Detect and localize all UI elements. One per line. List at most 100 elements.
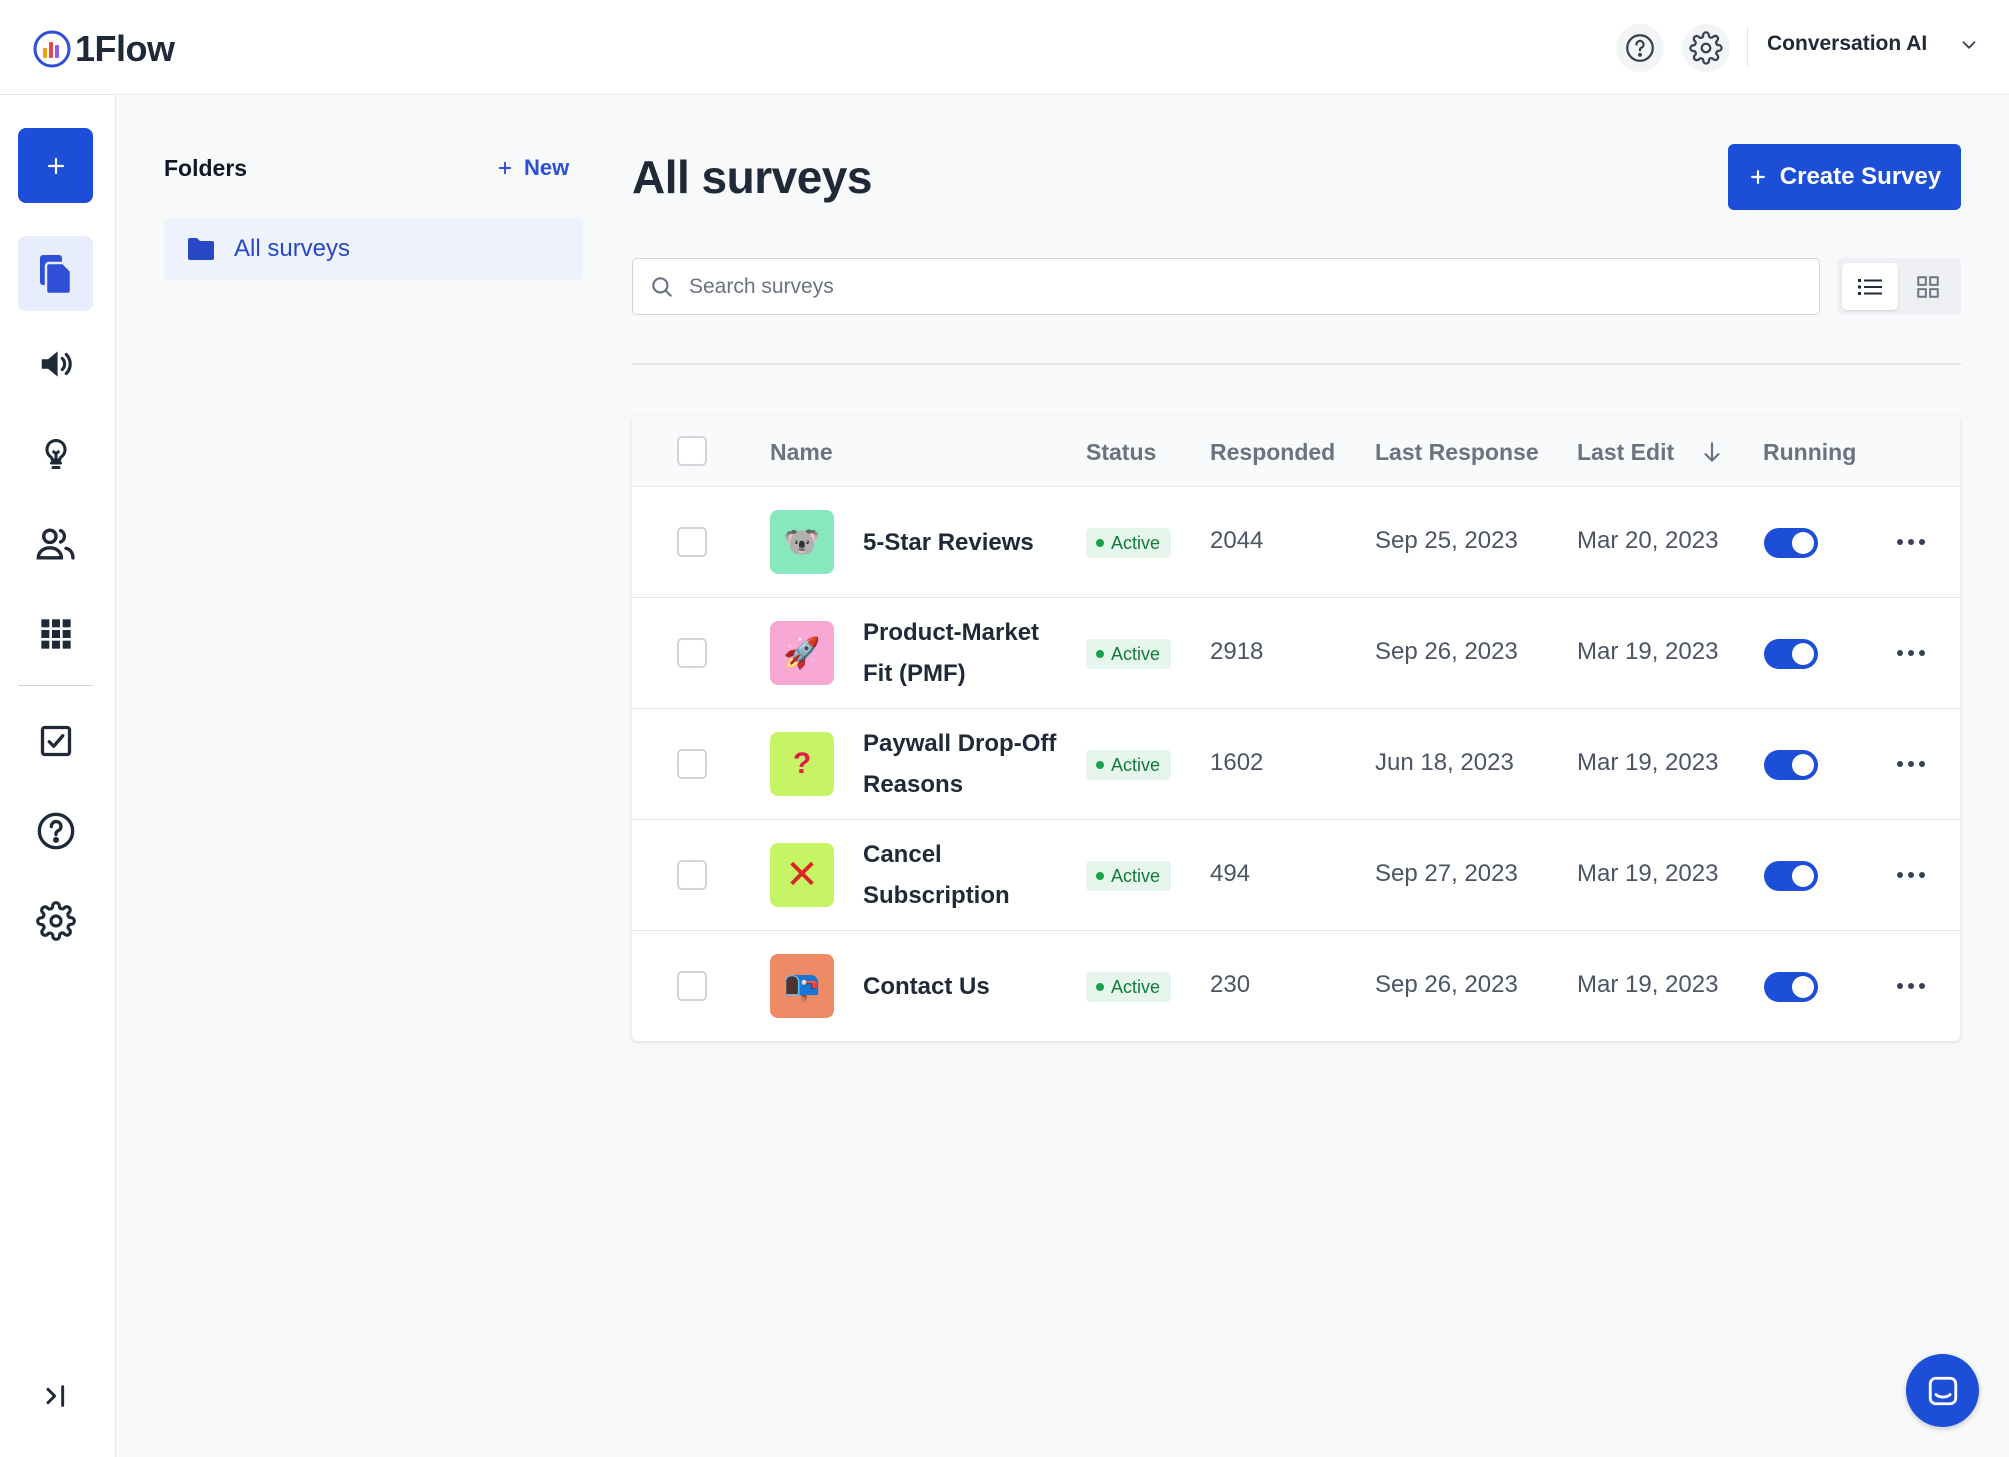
plus-icon xyxy=(1750,170,1765,184)
app-logo[interactable]: 1Flow xyxy=(33,28,175,70)
create-new-button[interactable] xyxy=(18,128,93,203)
column-header-status[interactable]: Status xyxy=(1086,439,1157,465)
last-response-date: Sep 26, 2023 xyxy=(1375,638,1518,665)
survey-name[interactable]: Paywall Drop-Off Reasons xyxy=(863,730,1057,798)
sidebar-item-announcements[interactable] xyxy=(18,326,93,401)
row-checkbox[interactable] xyxy=(677,860,707,890)
chevron-down-icon[interactable] xyxy=(1958,34,1980,56)
row-checkbox[interactable] xyxy=(677,749,707,779)
top-bar: 1Flow Conversation AI xyxy=(0,0,2009,95)
help-icon xyxy=(1626,34,1654,62)
column-header-last-edit[interactable]: Last Edit xyxy=(1577,439,1675,465)
status-label: Active xyxy=(1111,643,1161,664)
more-options-icon[interactable] xyxy=(1897,531,1925,553)
table-row[interactable]: 🐨 5-Star Reviews Active 2044 Sep 25, 202… xyxy=(632,487,1960,598)
koala-emoji-icon: 🐨 xyxy=(783,525,821,559)
column-header-running[interactable]: Running xyxy=(1763,439,1857,465)
status-label: Active xyxy=(1111,532,1161,553)
toggle-knob xyxy=(1792,976,1814,998)
survey-avatar: 📭 xyxy=(770,954,834,1018)
toggle-knob xyxy=(1792,643,1814,665)
running-toggle[interactable] xyxy=(1764,750,1818,780)
status-label: Active xyxy=(1111,865,1161,886)
sidebar-item-help[interactable] xyxy=(18,793,93,868)
running-toggle[interactable] xyxy=(1764,528,1818,558)
status-dot xyxy=(1096,872,1104,880)
status-badge: Active xyxy=(1086,639,1172,669)
logo-mark-icon xyxy=(33,30,71,68)
search-box xyxy=(632,258,1820,315)
expand-sidebar-icon[interactable] xyxy=(38,1380,74,1412)
more-options-icon[interactable] xyxy=(1897,864,1925,886)
survey-avatar: ? xyxy=(770,732,834,796)
survey-avatar: ✕ xyxy=(770,843,834,907)
more-options-icon[interactable] xyxy=(1897,753,1925,775)
grid-view-button[interactable] xyxy=(1900,263,1956,310)
running-toggle[interactable] xyxy=(1764,639,1818,669)
toggle-knob xyxy=(1792,532,1814,554)
help-button[interactable] xyxy=(1616,24,1664,72)
new-folder-button[interactable]: New xyxy=(496,155,569,181)
status-badge: Active xyxy=(1086,972,1172,1002)
row-checkbox[interactable] xyxy=(677,527,707,557)
folders-heading: Folders xyxy=(164,155,248,181)
sidebar-item-tasks[interactable] xyxy=(18,703,93,778)
new-folder-label: New xyxy=(524,155,570,180)
help-circle-icon xyxy=(37,812,74,849)
sidebar-item-surveys[interactable] xyxy=(18,236,93,311)
sidebar-item-insights[interactable] xyxy=(18,416,93,491)
column-header-name[interactable]: Name xyxy=(770,439,833,465)
checkbox-icon xyxy=(40,725,71,756)
survey-name[interactable]: Product-Market Fit (PMF) xyxy=(863,619,1040,687)
apps-grid-icon xyxy=(40,618,71,649)
view-toggle xyxy=(1837,258,1961,315)
rocket-emoji-icon: 🚀 xyxy=(783,636,821,670)
sidebar-divider xyxy=(18,685,93,686)
search-input[interactable] xyxy=(689,274,1789,299)
folder-item-all-surveys[interactable]: All surveys xyxy=(164,218,583,280)
sidebar-item-users[interactable] xyxy=(18,506,93,581)
toggle-knob xyxy=(1792,865,1814,887)
cross-mark-emoji-icon: ✕ xyxy=(785,853,819,897)
column-header-responded[interactable]: Responded xyxy=(1210,439,1336,465)
table-row[interactable]: 📭 Contact Us Active 230 Sep 26, 2023 Mar… xyxy=(632,931,1960,1041)
status-dot xyxy=(1096,761,1104,769)
list-view-button[interactable] xyxy=(1842,263,1898,310)
last-response-date: Sep 25, 2023 xyxy=(1375,527,1518,554)
last-edit-date: Mar 19, 2023 xyxy=(1577,860,1719,887)
table-header: Name Status Responded Last Response Last… xyxy=(632,415,1960,487)
survey-name[interactable]: 5-Star Reviews xyxy=(863,529,1034,556)
table-row[interactable]: 🚀 Product-Market Fit (PMF) Active 2918 S… xyxy=(632,598,1960,709)
plus-icon xyxy=(498,161,512,175)
chat-icon xyxy=(1928,1376,1957,1405)
running-toggle[interactable] xyxy=(1764,861,1818,891)
sidebar-item-settings[interactable] xyxy=(18,883,93,958)
megaphone-icon xyxy=(41,350,72,377)
select-all-checkbox[interactable] xyxy=(677,436,707,466)
folder-icon xyxy=(188,238,214,260)
responded-count: 1602 xyxy=(1210,749,1264,776)
table-row[interactable]: ✕ Cancel Subscription Active 494 Sep 27,… xyxy=(632,820,1960,931)
sidebar-item-apps[interactable] xyxy=(18,596,93,671)
last-edit-date: Mar 20, 2023 xyxy=(1577,527,1719,554)
folder-item-label: All surveys xyxy=(234,235,351,262)
settings-button[interactable] xyxy=(1682,24,1730,72)
more-options-icon[interactable] xyxy=(1897,975,1925,997)
table-row[interactable]: ? Paywall Drop-Off Reasons Active 1602 J… xyxy=(632,709,1960,820)
survey-name[interactable]: Contact Us xyxy=(863,973,990,1000)
responded-count: 230 xyxy=(1210,971,1251,998)
row-checkbox[interactable] xyxy=(677,971,707,1001)
plus-icon xyxy=(47,157,64,174)
more-options-icon[interactable] xyxy=(1897,642,1925,664)
running-toggle[interactable] xyxy=(1764,972,1818,1002)
column-header-last-response[interactable]: Last Response xyxy=(1375,439,1539,465)
survey-name[interactable]: Cancel Subscription xyxy=(863,841,1010,909)
toggle-knob xyxy=(1792,754,1814,776)
sort-descending-arrow-icon[interactable] xyxy=(1699,438,1725,466)
survey-avatar: 🐨 xyxy=(770,510,834,574)
row-checkbox[interactable] xyxy=(677,638,707,668)
chat-launcher-button[interactable] xyxy=(1906,1354,1979,1427)
mailbox-emoji-icon: 📭 xyxy=(783,969,821,1003)
create-survey-button[interactable]: Create Survey xyxy=(1728,144,1961,210)
workspace-switcher[interactable]: Conversation AI xyxy=(1767,32,1928,55)
